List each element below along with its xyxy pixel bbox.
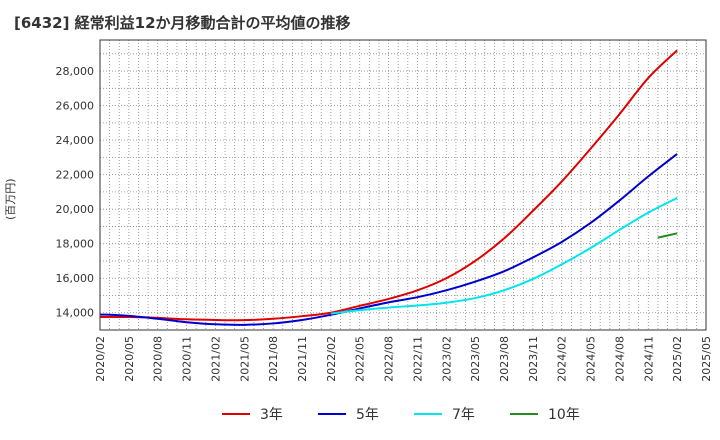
x-tick-label: 2023/08 (498, 336, 511, 382)
plot-frame (99, 39, 707, 331)
x-tick-label: 2022/05 (354, 336, 367, 382)
y-tick-label: 14,000 (56, 307, 95, 320)
x-tick-label: 2020/02 (94, 336, 107, 382)
x-tick-label: 2021/05 (238, 336, 251, 382)
series-line-3年 (99, 49, 678, 322)
legend-item: 10年 (510, 402, 580, 426)
x-tick-label: 2025/02 (671, 336, 684, 382)
x-tick-label: 2021/11 (296, 336, 309, 382)
x-tick-label: 2022/02 (325, 336, 338, 382)
legend-item: 5年 (318, 402, 379, 426)
chart-title: [6432] 経常利益12か月移動合計の平均値の推移 (14, 14, 351, 32)
series-line-7年 (330, 197, 678, 315)
legend-label: 7年 (452, 407, 475, 423)
x-tick-label: 2020/05 (123, 336, 136, 382)
x-tick-label: 2024/05 (585, 336, 598, 382)
legend: 3年 5年 7年 10年 (0, 402, 720, 426)
x-tick-label: 2023/05 (469, 336, 482, 382)
y-tick-label: 20,000 (56, 203, 95, 216)
x-tick-label: 2025/05 (700, 336, 713, 382)
x-tick-label: 2024/11 (642, 336, 655, 382)
y-tick-label: 24,000 (56, 134, 95, 147)
y-tick-label: 26,000 (56, 100, 95, 113)
y-tick-label: 16,000 (56, 272, 95, 285)
y-tick-label: 28,000 (56, 65, 95, 78)
legend-label: 5年 (356, 407, 379, 423)
legend-swatch (222, 413, 250, 415)
legend-swatch (414, 413, 442, 415)
legend-label: 10年 (548, 407, 580, 423)
grid (100, 40, 706, 331)
x-tick-label: 2020/11 (181, 336, 194, 382)
x-tick-label: 2023/11 (527, 336, 540, 382)
y-tick-label: 22,000 (56, 169, 95, 182)
legend-label: 3年 (260, 407, 283, 423)
x-tick-label: 2024/02 (556, 336, 569, 382)
y-tick-label: 18,000 (56, 238, 95, 251)
x-tick-label: 2020/08 (152, 336, 165, 382)
series-group (99, 49, 678, 326)
legend-swatch (318, 413, 346, 415)
series-line-5年 (99, 153, 678, 326)
x-tick-label: 2022/08 (383, 336, 396, 382)
legend-item: 7年 (414, 402, 475, 426)
x-tick-label: 2021/08 (267, 336, 280, 382)
series-line-10年 (657, 232, 678, 239)
x-tick-label: 2022/11 (411, 336, 424, 382)
x-tick-label: 2021/02 (209, 336, 222, 382)
legend-item: 3年 (222, 402, 283, 426)
x-tick-labels: 2020/02 2020/05 2020/08 2020/11 2021/02 2021/… (94, 336, 713, 382)
x-tick-label: 2024/08 (613, 336, 626, 382)
y-tick-labels: 14,000 16,000 18,000 20,000 22,000 24,000 26,0… (56, 65, 95, 320)
line-chart: 14,000 16,000 18,000 20,000 22,000 24,000 26,0… (56, 39, 713, 382)
x-tick-label: 2023/02 (440, 336, 453, 382)
legend-swatch (510, 413, 538, 415)
